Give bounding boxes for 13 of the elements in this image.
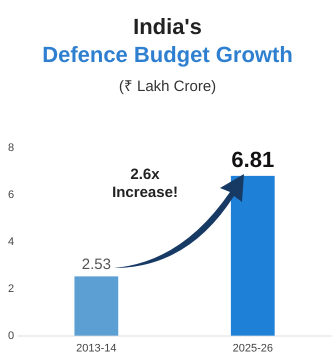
y-tick-label: 6 [8, 188, 14, 201]
data-label: 2.53 [82, 256, 111, 274]
x-tick-label: 2025-26 [232, 342, 273, 354]
chart-title: India's [132, 14, 203, 40]
y-tick-label: 4 [8, 236, 14, 248]
y-tick-label: 0 [8, 330, 14, 342]
y-tick-label: 2 [8, 282, 14, 295]
text: (₹ Lakh Crore) [118, 77, 218, 95]
chart-subtitle: Defence Budget Growth [41, 42, 294, 68]
y-tick-label: 8 [8, 142, 14, 154]
x-tick-label: 2013-14 [76, 342, 117, 354]
annotation: 2.6x Increase! [111, 166, 179, 202]
data-label: 6.81 [231, 147, 274, 172]
